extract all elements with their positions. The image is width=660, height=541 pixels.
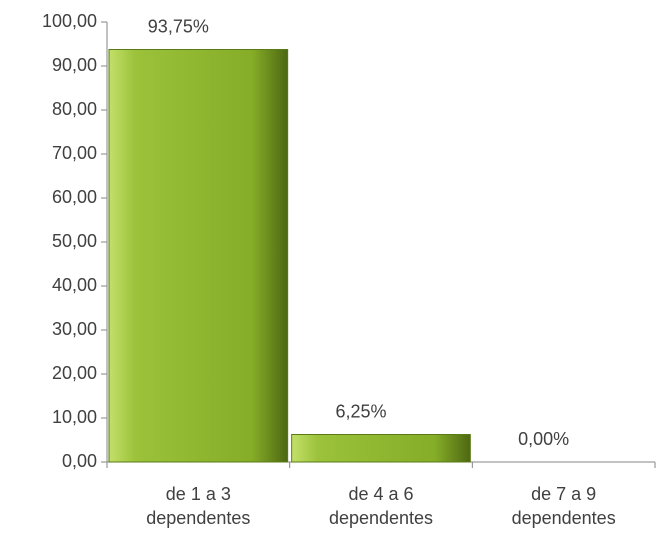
bar — [108, 49, 289, 463]
y-tick-label: 50,00 — [52, 231, 97, 251]
bar — [291, 434, 471, 463]
value-label: 93,75% — [148, 16, 209, 36]
value-label: 6,25% — [335, 401, 386, 421]
y-tick-label: 60,00 — [52, 187, 97, 207]
x-tick-label: de 4 a 6 dependentes — [328, 484, 434, 528]
y-tick-label: 0,00 — [62, 451, 97, 471]
x-tick-label: de 7 a 9 dependentes — [511, 484, 616, 528]
y-tick-label: 80,00 — [52, 99, 97, 119]
x-tick-label: de 1 a 3 dependentes — [146, 484, 251, 528]
y-tick-label: 20,00 — [52, 363, 97, 383]
y-tick-label: 30,00 — [52, 319, 97, 339]
y-tick-label: 90,00 — [52, 55, 97, 75]
y-tick-label: 10,00 — [52, 407, 97, 427]
y-tick-label: 100,00 — [42, 11, 97, 31]
y-tick-label: 70,00 — [52, 143, 97, 163]
y-tick-label: 40,00 — [52, 275, 97, 295]
value-label: 0,00% — [518, 429, 569, 449]
